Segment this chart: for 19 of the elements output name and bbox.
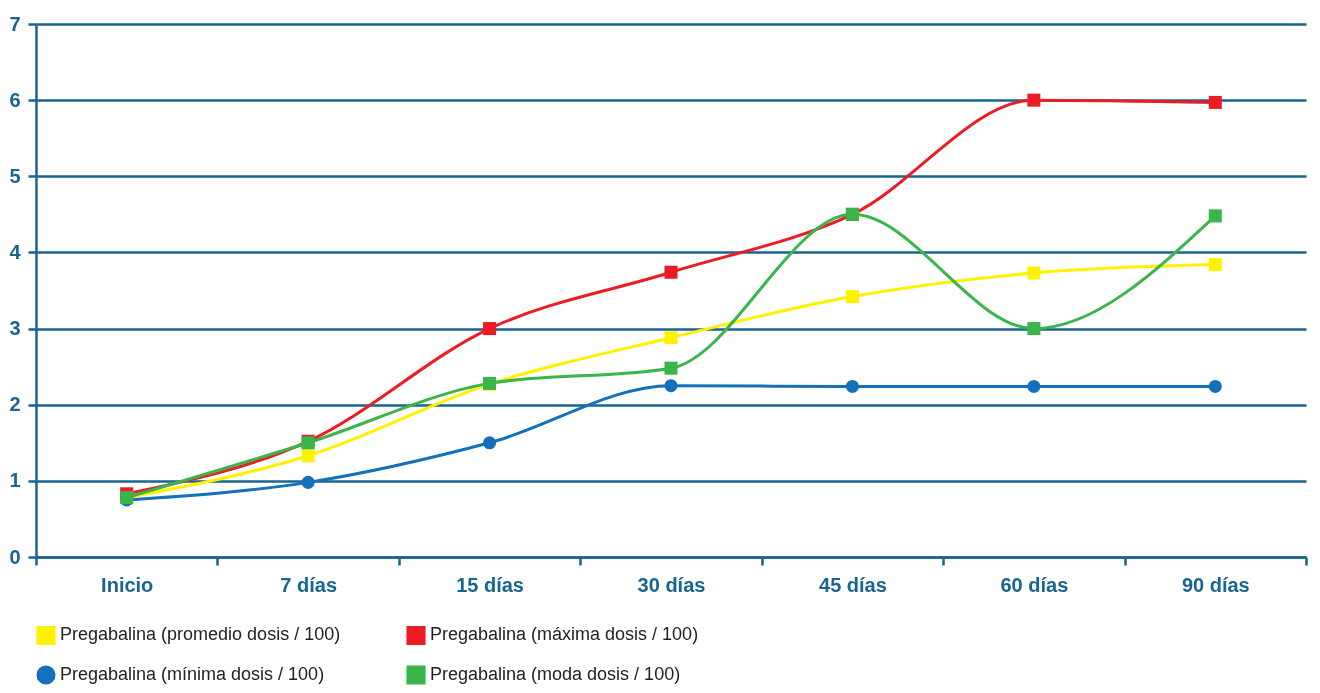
y-tick-label: 4 <box>9 240 22 263</box>
x-tick-label: 45 días <box>819 573 887 596</box>
y-tick-label: 5 <box>9 164 21 187</box>
x-tick-label: 15 días <box>456 573 524 596</box>
legend-label: Pregabalina (promedio dosis / 100) <box>60 624 341 645</box>
x-tick-label: 60 días <box>1000 573 1069 596</box>
y-tick-label: 2 <box>9 393 21 416</box>
y-tick-label: 1 <box>9 469 21 492</box>
x-tick-label: 30 días <box>637 573 706 596</box>
y-tick-label: 0 <box>9 545 21 568</box>
y-tick-label: 3 <box>9 317 21 340</box>
x-tick-label: 7 días <box>280 573 337 596</box>
legend-label: Pregabalina (mínima dosis / 100) <box>60 664 325 684</box>
y-tick-label: 6 <box>9 88 21 111</box>
x-tick-label: 90 días <box>1181 573 1250 596</box>
legend-label: Pregabalina (máxima dosis / 100) <box>430 624 699 645</box>
legend-label: Pregabalina (moda dosis / 100) <box>430 664 681 684</box>
x-tick-label: Inicio <box>101 573 154 596</box>
y-tick-label: 7 <box>9 12 21 35</box>
